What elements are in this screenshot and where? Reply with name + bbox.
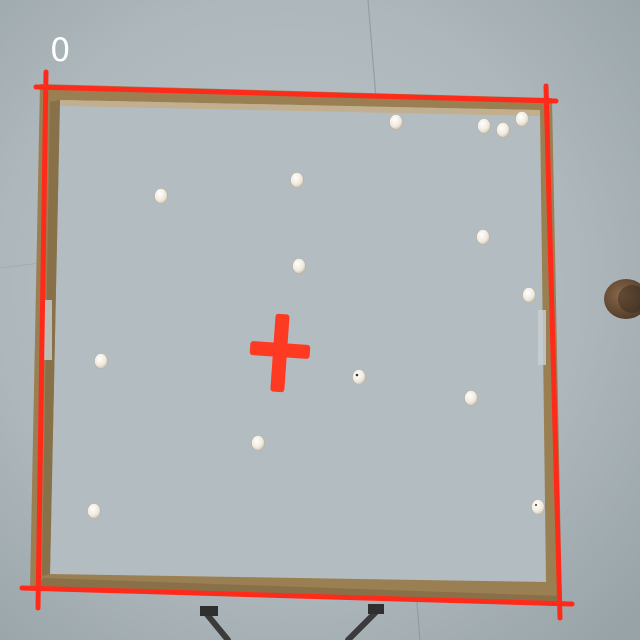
- ball: [389, 114, 403, 130]
- tripod-legs: [202, 607, 381, 640]
- ball: [476, 229, 490, 245]
- ball: [496, 122, 510, 138]
- ball: [251, 435, 265, 451]
- ball: [515, 111, 529, 127]
- tripod-base: [200, 606, 218, 616]
- ball: [292, 258, 306, 274]
- shoe: [604, 279, 640, 319]
- ball: [477, 118, 491, 134]
- ball-mark: [355, 373, 359, 377]
- tripod-base-2: [368, 604, 384, 614]
- balls: [87, 111, 545, 519]
- ball: [464, 390, 478, 406]
- ball: [352, 369, 366, 385]
- ball: [87, 503, 101, 519]
- frame-counter: 0: [50, 31, 71, 69]
- arena-annotation-outline: [19, 69, 575, 621]
- ball: [531, 499, 545, 515]
- ball-mark: [534, 503, 538, 507]
- center-cross-marker: [249, 313, 311, 393]
- ball: [522, 287, 536, 303]
- ball: [94, 353, 108, 369]
- ball: [290, 172, 304, 188]
- ball: [154, 188, 168, 204]
